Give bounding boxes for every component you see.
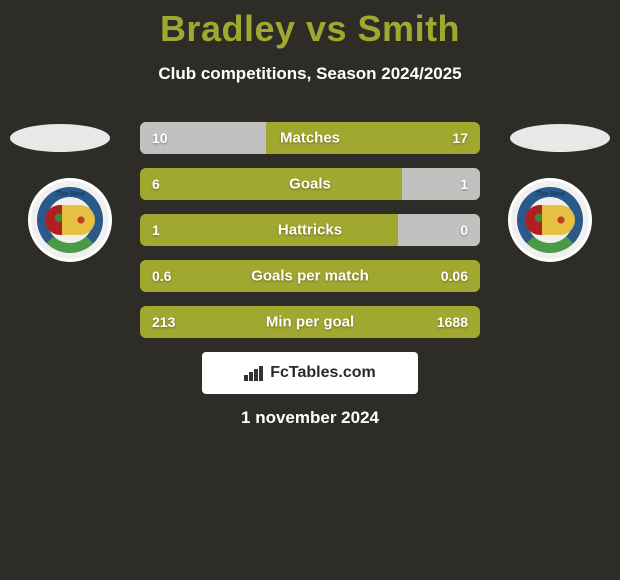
stat-label: Matches xyxy=(140,130,480,147)
brand-text: FcTables.com xyxy=(270,364,376,382)
stat-right-value: 17 xyxy=(452,130,468,146)
stat-right-value: 0 xyxy=(460,222,468,238)
stat-bar: 1Hattricks0 xyxy=(140,214,480,246)
stat-bar: 6Goals1 xyxy=(140,168,480,200)
brand-box: FcTables.com xyxy=(202,352,418,394)
stat-label: Min per goal xyxy=(140,314,480,331)
stat-right-value: 0.06 xyxy=(441,268,468,284)
stats-bars: 10Matches176Goals11Hattricks00.6Goals pe… xyxy=(140,122,480,352)
team-badge-left: The New xyxy=(28,178,112,262)
bar-chart-icon xyxy=(244,365,264,381)
badge-top-text: The New xyxy=(517,191,583,198)
team-badge-right: The New xyxy=(508,178,592,262)
badge-top-text: The New xyxy=(37,191,103,198)
subtitle: Club competitions, Season 2024/2025 xyxy=(0,64,620,84)
stat-bar: 0.6Goals per match0.06 xyxy=(140,260,480,292)
stat-label: Goals xyxy=(140,176,480,193)
stat-label: Hattricks xyxy=(140,222,480,239)
player-right-ellipse xyxy=(510,124,610,152)
player-left-ellipse xyxy=(10,124,110,152)
stat-bar: 213Min per goal1688 xyxy=(140,306,480,338)
stat-label: Goals per match xyxy=(140,268,480,285)
date-text: 1 november 2024 xyxy=(0,408,620,428)
stat-right-value: 1 xyxy=(460,176,468,192)
stat-bar: 10Matches17 xyxy=(140,122,480,154)
page-title: Bradley vs Smith xyxy=(0,0,620,50)
stat-right-value: 1688 xyxy=(437,314,468,330)
